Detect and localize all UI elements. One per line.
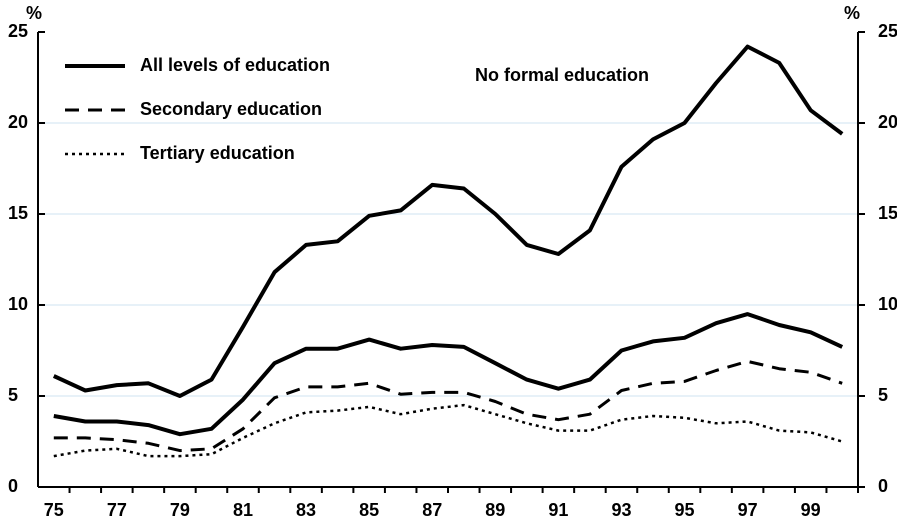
y2-tick-label: 15 bbox=[878, 203, 897, 223]
x-tick-label: 91 bbox=[548, 500, 568, 520]
legend-label: Secondary education bbox=[140, 99, 322, 119]
x-tick-label: 89 bbox=[485, 500, 505, 520]
y-tick-label: 25 bbox=[8, 21, 28, 41]
x-tick-label: 81 bbox=[233, 500, 253, 520]
y-tick-label: 5 bbox=[8, 385, 18, 405]
x-tick-label: 77 bbox=[107, 500, 127, 520]
x-tick-label: 83 bbox=[296, 500, 316, 520]
y2-tick-label: 25 bbox=[878, 21, 897, 41]
legend-label: All levels of education bbox=[140, 55, 330, 75]
data-line bbox=[53, 312, 844, 437]
y2-tick-label: 0 bbox=[878, 476, 888, 496]
x-tick-label: 95 bbox=[675, 500, 695, 520]
y-tick-label: 15 bbox=[8, 203, 28, 223]
x-tick-label: 85 bbox=[359, 500, 379, 520]
series-annotation: No formal education bbox=[475, 65, 649, 85]
data-line bbox=[52, 44, 844, 398]
x-tick-label: 97 bbox=[738, 500, 758, 520]
legend-label: Tertiary education bbox=[140, 143, 295, 163]
data-line bbox=[53, 403, 843, 458]
y2-axis-unit: % bbox=[844, 3, 860, 23]
data-line bbox=[53, 359, 843, 453]
x-tick-label: 79 bbox=[170, 500, 190, 520]
x-tick-label: 87 bbox=[422, 500, 442, 520]
x-tick-label: 99 bbox=[801, 500, 821, 520]
y-axis-unit: % bbox=[26, 3, 42, 23]
y2-tick-label: 20 bbox=[878, 112, 897, 132]
x-tick-label: 75 bbox=[44, 500, 64, 520]
x-tick-label: 93 bbox=[611, 500, 631, 520]
y-tick-label: 10 bbox=[8, 294, 28, 314]
y2-tick-label: 10 bbox=[878, 294, 897, 314]
y-tick-label: 0 bbox=[8, 476, 18, 496]
y2-tick-label: 5 bbox=[878, 385, 888, 405]
y-tick-label: 20 bbox=[8, 112, 28, 132]
